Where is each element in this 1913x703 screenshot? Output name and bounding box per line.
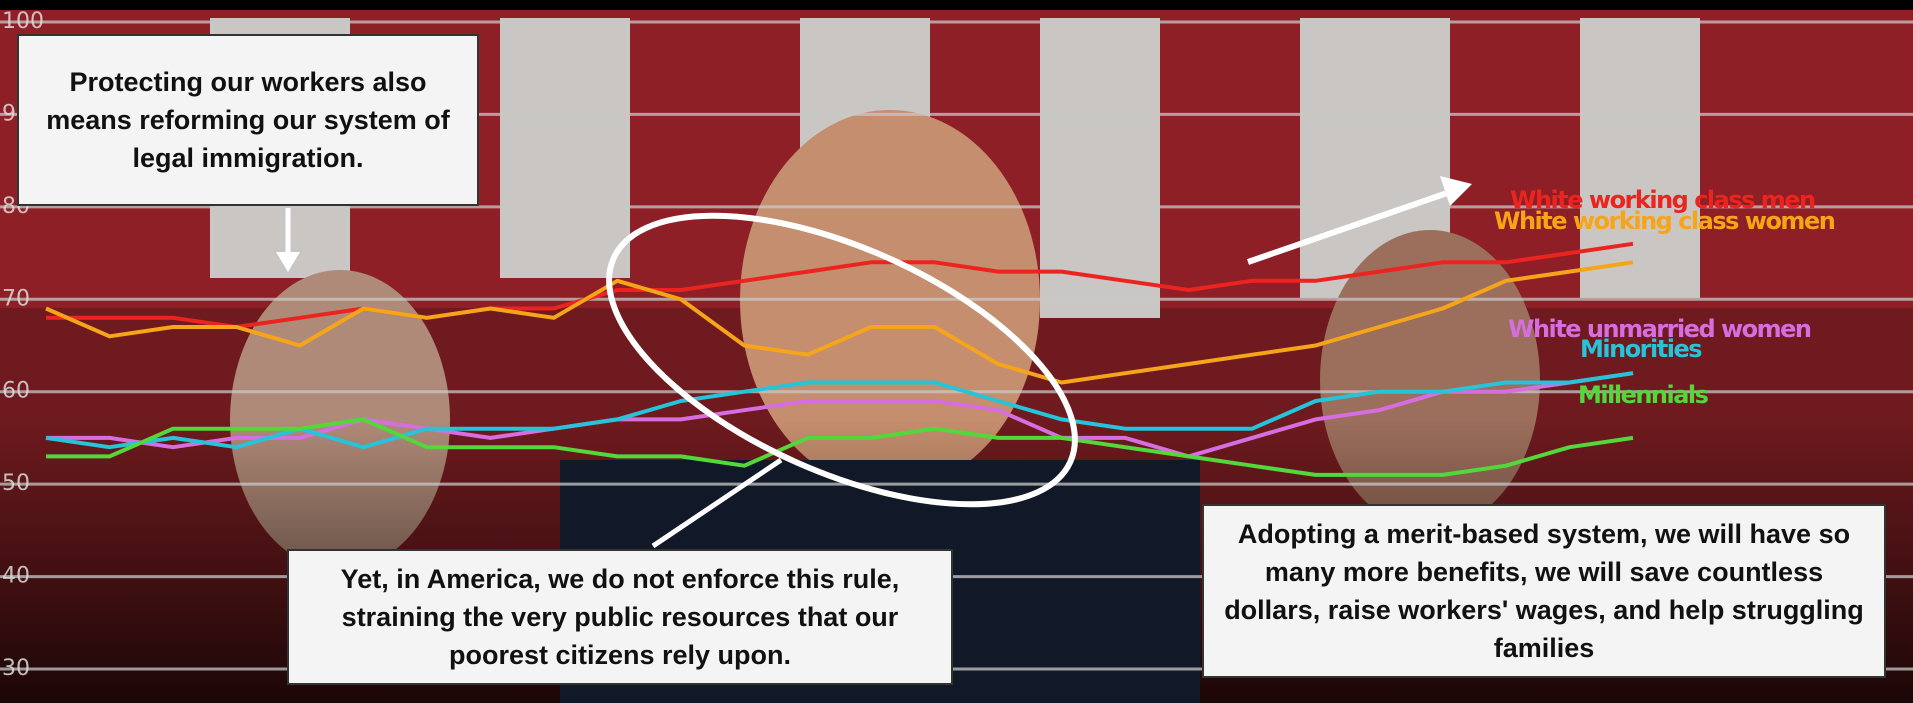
arrow-head <box>276 252 300 272</box>
series-label: White unmarried women <box>1508 315 1811 343</box>
arrow <box>1247 189 1451 265</box>
annotation-box: Protecting our workers also means reform… <box>17 34 479 206</box>
series-label: Minorities <box>1580 335 1702 363</box>
series-line <box>46 241 1634 329</box>
series-label: White working class men <box>1510 186 1815 214</box>
y-tick-label: 70 <box>2 286 30 311</box>
y-tick-label: 30 <box>2 656 30 681</box>
series-line <box>45 260 1634 385</box>
arrow-head <box>1440 176 1472 206</box>
y-tick-label: 40 <box>2 564 30 589</box>
pointer-line <box>651 457 783 549</box>
annotation-box: Adopting a merit-based system, we will h… <box>1202 504 1886 678</box>
series-label: White working class women <box>1494 207 1835 235</box>
overlay-shapes <box>276 176 1472 549</box>
annotation-box: Yet, in America, we do not enforce this … <box>287 549 953 685</box>
series-line <box>46 371 1634 459</box>
y-tick-label: 60 <box>2 379 30 404</box>
y-tick-label: 100 <box>2 9 44 34</box>
series-line <box>45 371 1634 450</box>
series-line <box>46 417 1634 477</box>
y-tick-label: 50 <box>2 471 30 496</box>
lines <box>45 241 1634 477</box>
highlight-ellipse <box>606 212 1078 508</box>
series-label: Millennials <box>1578 381 1709 409</box>
